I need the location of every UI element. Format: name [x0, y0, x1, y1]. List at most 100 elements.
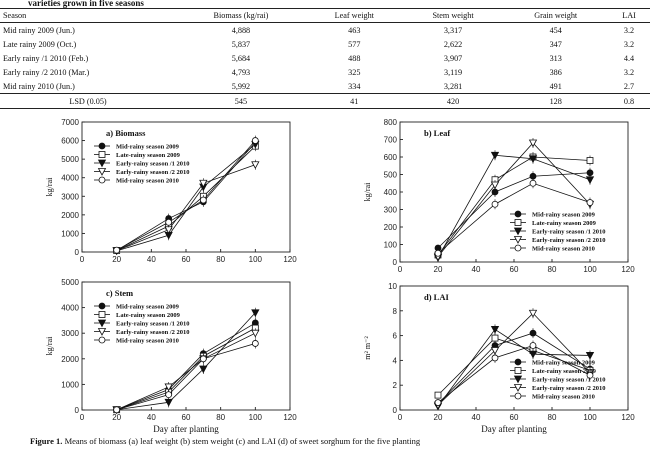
plot-frame [81, 281, 291, 411]
table-cell: 3,119 [443, 67, 463, 77]
x-tick-label: 100 [583, 413, 597, 422]
chart-title: d) LAI [424, 292, 449, 302]
chart-point [528, 139, 538, 148]
table-row: Late rainy 2009 (Oct.) 5,837 577 2,622 347 3.… [0, 37, 650, 51]
x-tick-label: 120 [621, 413, 635, 422]
chart-point [491, 334, 499, 342]
legend-entry: Early-rainy season /1 2010 [116, 161, 190, 168]
table-cell: 3.2 [623, 25, 635, 35]
table-cell: 3.2 [623, 39, 635, 49]
y-tick-label: 700 [384, 136, 398, 145]
y-tick-label: 0 [75, 406, 80, 415]
table-cell: 4.4 [623, 53, 635, 63]
table-cell: 5,837 [231, 39, 251, 49]
chart-panel: 0 100 200 300 400 500 600 700 800 0 20 40 60 80 100 120… [363, 118, 635, 274]
table-cell: 2,622 [443, 39, 463, 49]
chart-point [98, 336, 106, 344]
chart-point [98, 151, 106, 158]
chart-point [514, 367, 522, 374]
legend-entry: Early-rainy season /1 2010 [116, 321, 190, 328]
table-row: Early rainy /2 2010 (Mar.) 4,793 325 3,119 3… [0, 65, 650, 79]
table-cell: 334 [348, 81, 361, 91]
chart-point [491, 354, 499, 362]
x-tick-label: 40 [472, 413, 481, 422]
series-line [437, 332, 591, 405]
chart-point [97, 319, 107, 328]
x-tick-label: 40 [147, 255, 156, 264]
legend-entry: Early-rainy season /2 2010 [532, 385, 606, 392]
y-tick-label: 4 [393, 356, 398, 365]
series-line [116, 332, 256, 411]
series-line [116, 140, 256, 251]
legend-entry: Mid-rainy season 2010 [116, 178, 179, 185]
chart-point [514, 210, 522, 218]
legend-entry: Mid-rainy season 2010 [532, 394, 595, 401]
chart-point [251, 309, 260, 318]
y-axis-label: kg/rai [45, 336, 54, 355]
y-tick-label: 600 [384, 153, 398, 162]
table-cell: LSD (0.05) [0, 93, 176, 109]
series-line [437, 156, 591, 256]
y-tick-label: 2000 [61, 355, 79, 364]
x-tick-label: 120 [621, 265, 635, 274]
table-cell: 41 [305, 93, 403, 109]
table-cell: 2.7 [623, 81, 635, 91]
chart-point [251, 340, 259, 347]
table-cell: 3,281 [443, 81, 463, 91]
chart-point [513, 236, 523, 244]
chart-series [113, 338, 259, 414]
chart-series [433, 150, 595, 262]
header-lai: LAI [608, 8, 650, 23]
table-cell: 3,907 [443, 53, 463, 63]
y-tick-label: 6000 [61, 137, 79, 146]
table-cell: 386 [549, 67, 562, 77]
table-cell: 463 [348, 25, 361, 35]
series-line [437, 328, 591, 407]
chart-panel: 0 1000 2000 3000 4000 5000 6000 7000 0 20 40 60 80 10… [45, 118, 297, 264]
chart-point [585, 176, 595, 185]
series-line [437, 345, 591, 403]
header-leaf-weight: Leaf weight [305, 8, 403, 23]
y-tick-label: 5000 [61, 155, 79, 164]
chart-point [199, 196, 207, 204]
chart-point [529, 329, 537, 337]
chart-point [199, 355, 207, 363]
chart-series [112, 159, 260, 256]
y-tick-label: 4000 [61, 174, 79, 183]
chart-point [490, 325, 500, 334]
x-tick-label: 40 [472, 265, 481, 274]
table-cell: 325 [348, 67, 361, 77]
y-tick-label: 8 [393, 307, 398, 316]
x-tick-label: 80 [216, 255, 225, 264]
table-cell: 5,992 [231, 81, 251, 91]
series-line [116, 343, 256, 411]
chart-point [251, 161, 260, 170]
x-tick-label: 100 [583, 265, 597, 274]
x-tick-label: 20 [112, 255, 121, 264]
y-tick-label: 300 [384, 206, 398, 215]
chart-point [113, 406, 121, 414]
chart-point [514, 244, 522, 252]
x-tick-label: 80 [216, 413, 225, 422]
table-row: Mid rainy 2009 (Jun.) 4,888 463 3,317 454 3.2 [0, 23, 650, 38]
x-tick-label: 120 [283, 255, 297, 264]
chart-series [434, 178, 594, 257]
chart-point [98, 142, 106, 150]
x-tick-label: 0 [398, 265, 403, 274]
chart-series [113, 135, 259, 254]
table-cell: 128 [503, 93, 609, 109]
chart-point [514, 392, 522, 400]
table-cell: 3,317 [443, 25, 463, 35]
series-line [437, 142, 591, 257]
chart-point [513, 375, 523, 384]
chart-series [434, 167, 594, 252]
chart-point [97, 168, 107, 176]
y-tick-label: 100 [384, 241, 398, 250]
table-cell: Early rainy /2 2010 (Mar.) [3, 67, 90, 77]
x-tick-label: 0 [398, 413, 403, 422]
table-cell: 0.8 [608, 93, 650, 109]
results-table: Season Biomass (kg/rai) Leaf weight Stem… [0, 8, 650, 109]
chart-point [251, 329, 260, 338]
y-tick-label: 400 [384, 188, 398, 197]
